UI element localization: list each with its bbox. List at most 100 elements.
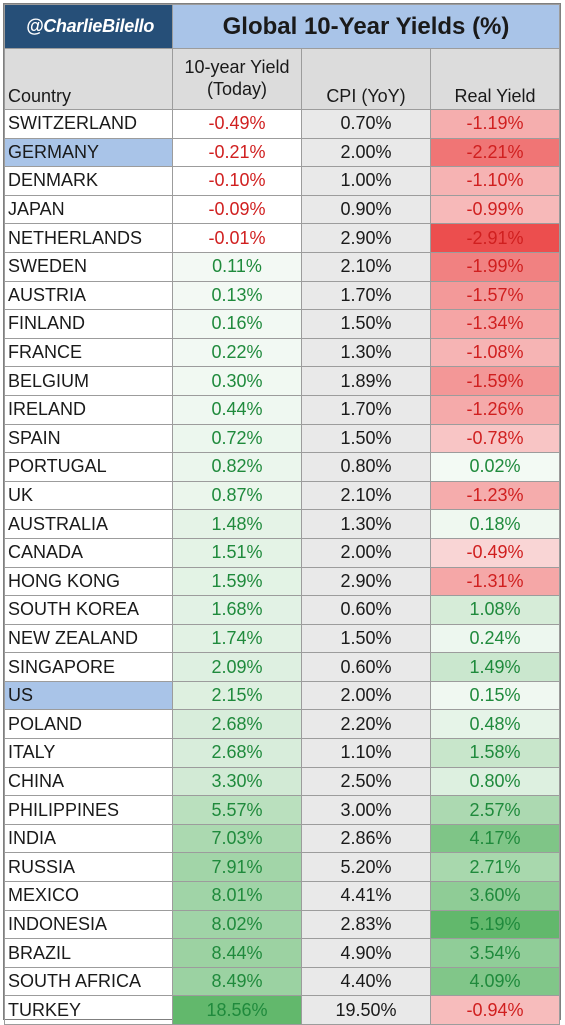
- yield-cell: 3.30%: [172, 766, 302, 797]
- real-yield-cell: -1.31%: [430, 566, 560, 597]
- cpi-cell: 2.90%: [301, 566, 431, 597]
- table-row: CANADA 1.51% 2.00% -0.49%: [4, 537, 560, 568]
- table-row: SINGAPORE 2.09% 0.60% 1.49%: [4, 652, 560, 682]
- table-row: BELGIUM 0.30% 1.89% -1.59%: [4, 366, 560, 396]
- country-cell: FRANCE: [4, 337, 173, 368]
- country-cell: SOUTH AFRICA: [4, 966, 173, 997]
- column-header-row: Country 10-year Yield (Today) CPI (YoY) …: [4, 48, 560, 110]
- country-cell: NETHERLANDS: [4, 223, 173, 253]
- country-cell: PHILIPPINES: [4, 795, 173, 825]
- country-cell: UK: [4, 480, 173, 511]
- table-row: TURKEY 18.56% 19.50% -0.94%: [4, 995, 560, 1025]
- country-cell: US: [4, 680, 173, 711]
- cpi-cell: 5.20%: [301, 852, 431, 883]
- cpi-cell: 1.50%: [301, 423, 431, 454]
- real-yield-cell: -0.78%: [430, 423, 560, 454]
- cpi-cell: 2.10%: [301, 480, 431, 511]
- real-yield-cell: 4.17%: [430, 823, 560, 854]
- yield-cell: 18.56%: [172, 995, 302, 1025]
- real-yield-cell: -1.08%: [430, 337, 560, 368]
- cpi-cell: 1.89%: [301, 366, 431, 396]
- real-yield-cell: -1.59%: [430, 366, 560, 396]
- yields-table-body: @CharlieBilello Global 10-Year Yields (%…: [4, 4, 560, 1025]
- cpi-cell: 2.00%: [301, 137, 431, 168]
- yield-cell: 2.68%: [172, 738, 302, 768]
- real-yield-cell: 2.57%: [430, 795, 560, 825]
- column-header-country: Country: [4, 48, 173, 110]
- yield-cell: 0.16%: [172, 309, 302, 339]
- column-header-yield: 10-year Yield (Today): [172, 48, 302, 110]
- table-row: BRAZIL 8.44% 4.90% 3.54%: [4, 938, 560, 968]
- table-row: AUSTRIA 0.13% 1.70% -1.57%: [4, 280, 560, 311]
- real-yield-cell: -2.21%: [430, 137, 560, 168]
- table-row: US 2.15% 2.00% 0.15%: [4, 680, 560, 711]
- country-cell: IRELAND: [4, 394, 173, 425]
- country-cell: MEXICO: [4, 881, 173, 911]
- real-yield-cell: -0.94%: [430, 995, 560, 1025]
- cpi-cell: 4.41%: [301, 881, 431, 911]
- cpi-cell: 1.70%: [301, 394, 431, 425]
- country-cell: SOUTH KOREA: [4, 595, 173, 625]
- real-yield-cell: 0.15%: [430, 680, 560, 711]
- yield-cell: -0.21%: [172, 137, 302, 168]
- country-cell: SWITZERLAND: [4, 109, 173, 139]
- table-row: GERMANY -0.21% 2.00% -2.21%: [4, 137, 560, 168]
- real-yield-cell: 2.71%: [430, 852, 560, 883]
- yield-cell: 0.82%: [172, 452, 302, 482]
- real-yield-cell: -1.26%: [430, 394, 560, 425]
- yield-cell: 0.30%: [172, 366, 302, 396]
- cpi-cell: 2.90%: [301, 223, 431, 253]
- yields-table-frame: @CharlieBilello Global 10-Year Yields (%…: [3, 3, 561, 1025]
- real-yield-cell: 0.18%: [430, 509, 560, 539]
- yield-cell: 7.91%: [172, 852, 302, 883]
- real-yield-cell: 0.24%: [430, 623, 560, 654]
- cpi-cell: 3.00%: [301, 795, 431, 825]
- country-cell: SPAIN: [4, 423, 173, 454]
- real-yield-cell: 5.19%: [430, 909, 560, 940]
- table-row: CHINA 3.30% 2.50% 0.80%: [4, 766, 560, 797]
- country-cell: NEW ZEALAND: [4, 623, 173, 654]
- cpi-cell: 2.20%: [301, 709, 431, 740]
- cpi-cell: 1.30%: [301, 337, 431, 368]
- cpi-cell: 2.00%: [301, 680, 431, 711]
- cpi-cell: 4.40%: [301, 966, 431, 997]
- real-yield-cell: -1.99%: [430, 251, 560, 282]
- country-cell: HONG KONG: [4, 566, 173, 597]
- country-cell: INDIA: [4, 823, 173, 854]
- yield-cell: -0.01%: [172, 223, 302, 253]
- real-yield-cell: 0.48%: [430, 709, 560, 740]
- yield-cell: 2.15%: [172, 680, 302, 711]
- table-row: UK 0.87% 2.10% -1.23%: [4, 480, 560, 511]
- real-yield-cell: -0.99%: [430, 194, 560, 225]
- country-cell: AUSTRALIA: [4, 509, 173, 539]
- real-yield-cell: 1.49%: [430, 652, 560, 682]
- table-row: SWITZERLAND -0.49% 0.70% -1.19%: [4, 109, 560, 139]
- table-row: AUSTRALIA 1.48% 1.30% 0.18%: [4, 509, 560, 539]
- yield-cell: 8.01%: [172, 881, 302, 911]
- title-row: @CharlieBilello Global 10-Year Yields (%…: [4, 4, 560, 49]
- cpi-cell: 2.83%: [301, 909, 431, 940]
- country-cell: SWEDEN: [4, 251, 173, 282]
- country-cell: TURKEY: [4, 995, 173, 1025]
- table-row: DENMARK -0.10% 1.00% -1.10%: [4, 166, 560, 196]
- cpi-cell: 0.70%: [301, 109, 431, 139]
- yield-cell: 1.59%: [172, 566, 302, 597]
- yield-cell: -0.49%: [172, 109, 302, 139]
- table-row: SPAIN 0.72% 1.50% -0.78%: [4, 423, 560, 454]
- real-yield-cell: 0.80%: [430, 766, 560, 797]
- cpi-cell: 1.30%: [301, 509, 431, 539]
- real-yield-cell: 0.02%: [430, 452, 560, 482]
- table-row: FINLAND 0.16% 1.50% -1.34%: [4, 309, 560, 339]
- country-cell: DENMARK: [4, 166, 173, 196]
- cpi-cell: 19.50%: [301, 995, 431, 1025]
- cpi-cell: 4.90%: [301, 938, 431, 968]
- table-row: NETHERLANDS -0.01% 2.90% -2.91%: [4, 223, 560, 253]
- column-header-real-yield: Real Yield: [430, 48, 560, 110]
- country-cell: CANADA: [4, 537, 173, 568]
- real-yield-cell: -1.34%: [430, 309, 560, 339]
- country-cell: FINLAND: [4, 309, 173, 339]
- country-cell: BRAZIL: [4, 938, 173, 968]
- table-row: FRANCE 0.22% 1.30% -1.08%: [4, 337, 560, 368]
- yields-table: @CharlieBilello Global 10-Year Yields (%…: [4, 4, 560, 1025]
- table-row: SWEDEN 0.11% 2.10% -1.99%: [4, 251, 560, 282]
